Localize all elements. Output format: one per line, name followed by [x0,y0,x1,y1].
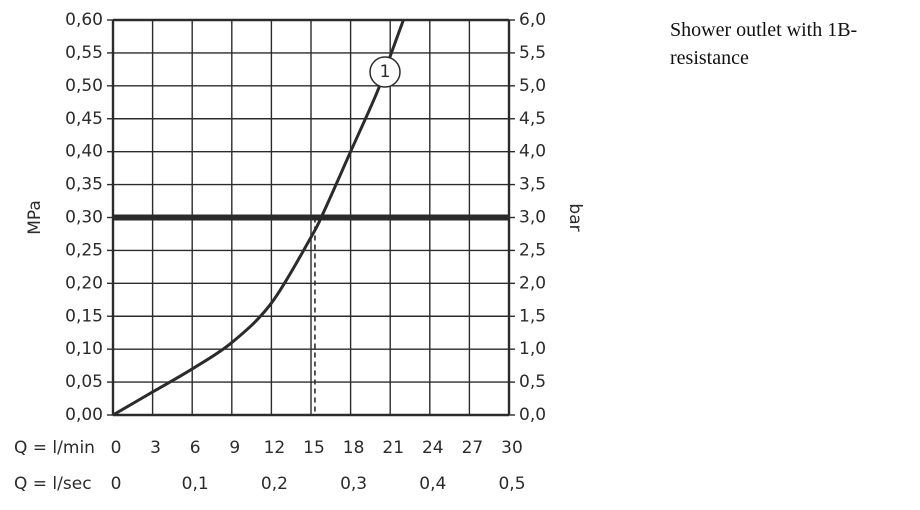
x-tick-label-lsec: 0 [111,474,122,494]
right-tick-label: 5,0 [519,76,546,96]
right-tick-label: 4,5 [519,109,546,129]
left-tick-label: 0,60 [65,10,103,30]
right-tick-label: 3,5 [519,175,546,195]
left-tick-label: 0,35 [65,175,103,195]
plot-area: 1 [112,19,509,417]
left-tick-label: 0,40 [65,142,103,162]
left-tick-label: 0,05 [65,372,103,392]
x-tick-label-lmin: 9 [229,438,240,458]
right-axis-ticks: 0,0 0,5 1,0 1,5 2,0 2,5 3,0 3,5 4,0 4,5 5,0 5,5 6,0 [509,10,546,425]
right-tick-label: 1,0 [519,339,546,359]
x-tick-label-lsec: 0,2 [261,474,288,494]
x-axis-ticks-lmin: 0 3 6 9 12 15 18 21 24 27 30 [111,438,523,458]
x-axis-ticks-lsec: 0 0,1 0,2 0,3 0,4 0,5 [111,474,526,494]
x-tick-label-lmin: 3 [150,438,161,458]
left-tick-label: 0,10 [65,339,103,359]
right-tick-label: 0,5 [519,372,546,392]
left-tick-label: 0,00 [65,405,103,425]
x-tick-label-lmin: 24 [422,438,444,458]
right-tick-label: 2,5 [519,240,546,260]
left-tick-label: 0,45 [65,109,103,129]
curve-number-label: 1 [380,62,391,82]
left-tick-label: 0,50 [65,76,103,96]
x-tick-label-lsec: 0,1 [182,474,209,494]
left-axis-ticks: 0,00 0,05 0,10 0,15 0,20 0,25 0,30 0,35 0,40 0,45… [65,10,113,425]
right-tick-label: 1,5 [519,306,546,326]
left-tick-label: 0,15 [65,306,103,326]
right-axis-title: bar [565,203,585,231]
x-tick-label-lmin: 12 [264,438,286,458]
left-tick-label: 0,55 [65,43,103,63]
left-tick-label: 0,30 [65,208,103,228]
right-tick-label: 4,0 [519,142,546,162]
x-tick-label-lmin: 27 [462,438,484,458]
left-tick-label: 0,20 [65,273,103,293]
x-tick-label-lmin: 15 [303,438,325,458]
right-tick-label: 5,5 [519,43,546,63]
x-tick-label-lsec: 0,5 [498,474,525,494]
x-tick-label-lsec: 0,4 [419,474,446,494]
right-tick-label: 0,0 [519,405,546,425]
curve-number-circle [369,56,401,88]
right-tick-label: 2,0 [519,273,546,293]
x-tick-label-lmin: 6 [190,438,201,458]
x-tick-label-lmin: 18 [343,438,365,458]
curve-number-marker: 1 [369,56,401,88]
right-tick-label: 3,0 [519,208,546,228]
x-tick-label-lmin: 0 [111,438,122,458]
chart-caption: Shower outlet with 1B-resistance [670,19,858,69]
left-axis-title: MPa [25,200,45,235]
x-row-lsec-label: Q = l/sec [14,474,92,494]
right-tick-label: 6,0 [519,10,546,30]
x-row-lmin-label: Q = l/min [14,438,95,458]
left-tick-label: 0,25 [65,240,103,260]
x-tick-label-lsec: 0,3 [340,474,367,494]
x-tick-label-lmin: 30 [501,438,523,458]
x-tick-label-lmin: 21 [382,438,404,458]
